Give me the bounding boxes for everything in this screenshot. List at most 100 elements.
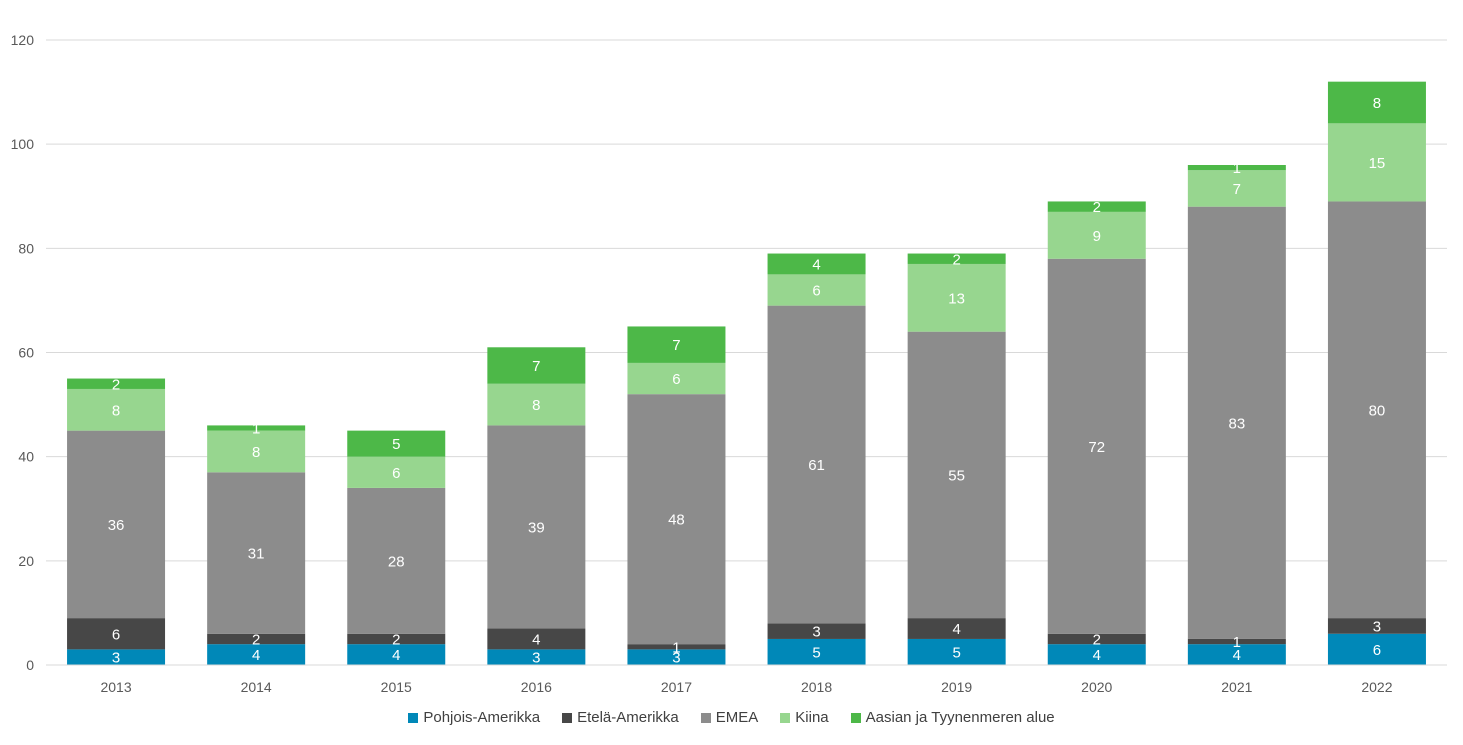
bar-segment (347, 644, 446, 665)
legend-swatch (562, 712, 573, 723)
y-tick-label: 0 (26, 657, 34, 673)
bar-segment (487, 425, 586, 629)
y-tick-label: 40 (18, 449, 34, 465)
x-tick-label: 2021 (1221, 679, 1252, 695)
x-tick-label: 2013 (100, 679, 131, 695)
data-label: 28 (388, 553, 405, 570)
bar-segment (907, 263, 1006, 332)
bar-segment (1047, 644, 1146, 665)
bar-segment (207, 472, 306, 634)
data-label: 8 (112, 402, 120, 419)
legend-swatch (850, 712, 861, 723)
x-tick-label: 2017 (661, 679, 692, 695)
bar-segment (207, 430, 306, 473)
data-label: 7 (1233, 181, 1241, 198)
bar-segment (767, 253, 866, 275)
bar-segment (1187, 644, 1286, 665)
data-label: 83 (1229, 415, 1246, 432)
data-label: 2 (252, 631, 260, 648)
legend-swatch (700, 712, 711, 723)
data-label: 36 (108, 517, 125, 534)
bar-segment (347, 633, 446, 645)
bar-segment (487, 649, 586, 665)
legend-item: Aasian ja Tyynenmeren alue (850, 709, 1055, 726)
data-label: 8 (1373, 95, 1381, 112)
bar-segment (67, 430, 166, 619)
legend-label: Aasian ja Tyynenmeren alue (865, 709, 1055, 726)
data-label: 1 (252, 421, 260, 438)
data-label: 4 (952, 621, 960, 638)
bar-segment (1047, 211, 1146, 259)
data-label: 8 (532, 397, 540, 414)
data-label: 4 (252, 647, 260, 664)
data-label: 72 (1088, 439, 1105, 456)
x-axis: 2013 2014 2015 2016 2017 2018 2019 2020 2021 2022 (46, 664, 1447, 695)
data-label: 48 (668, 512, 685, 529)
bar-segment (767, 305, 866, 624)
data-label: 6 (112, 626, 120, 643)
bar-segment (907, 253, 1006, 264)
legend-label: Etelä-Amerikka (577, 709, 679, 726)
data-label: 4 (1093, 647, 1101, 664)
bar-segment (1047, 258, 1146, 634)
legend-label: EMEA (715, 709, 759, 726)
data-label: 2 (112, 376, 120, 393)
data-label: 3 (672, 650, 680, 667)
data-label: 39 (528, 519, 545, 536)
data-label: 1 (1233, 634, 1241, 651)
data-label: 31 (248, 546, 265, 563)
bar-segment (67, 649, 166, 665)
data-label: 3 (112, 650, 120, 667)
bar-segment (487, 347, 586, 384)
legend-swatch (408, 712, 419, 723)
legend-label: Kiina (795, 709, 829, 726)
bar-segment (1327, 633, 1426, 665)
data-label: 6 (392, 465, 400, 482)
legend-label: Pohjois-Amerikka (423, 709, 541, 726)
bar-segment (487, 383, 586, 426)
data-label: 7 (672, 337, 680, 354)
legend-item: Kiina (780, 709, 829, 726)
data-label: 2 (952, 251, 960, 268)
bar-segment (907, 638, 1006, 665)
bar-segment (1047, 633, 1146, 645)
data-label: 3 (532, 650, 540, 667)
legend-item: EMEA (700, 709, 759, 726)
data-label: 5 (392, 436, 400, 453)
bar-segment (627, 362, 726, 395)
data-label: 2 (1093, 199, 1101, 216)
bar-segment (1327, 123, 1426, 202)
data-label: 5 (952, 644, 960, 661)
data-label: 4 (532, 631, 540, 648)
data-label: 5 (812, 644, 820, 661)
data-label: 80 (1369, 402, 1386, 419)
x-tick-label: 2014 (241, 679, 272, 695)
data-label: 6 (1373, 642, 1381, 659)
x-tick-label: 2022 (1361, 679, 1392, 695)
data-label: 7 (532, 358, 540, 375)
bar-segment (207, 644, 306, 665)
bar-segment (347, 487, 446, 634)
bar-segment (1187, 206, 1286, 639)
bar-segment (207, 633, 306, 645)
data-label: 1 (1233, 160, 1241, 177)
bar-segment (627, 649, 726, 665)
bar-segment (347, 456, 446, 488)
x-tick-label: 2020 (1081, 679, 1112, 695)
x-tick-label: 2019 (941, 679, 972, 695)
bar-segment (487, 628, 586, 650)
data-label: 6 (672, 371, 680, 388)
data-label: 4 (392, 647, 400, 664)
bar-segment (67, 378, 166, 389)
bar-segment (1187, 638, 1286, 645)
data-label: 8 (252, 444, 260, 461)
y-tick-label: 80 (18, 240, 34, 256)
x-tick-label: 2016 (521, 679, 552, 695)
data-label: 4 (812, 256, 820, 273)
x-tick-label: 2015 (381, 679, 412, 695)
data-label: 4 (1233, 647, 1241, 664)
data-label: 3 (812, 624, 820, 641)
bar-segment (1327, 618, 1426, 634)
data-label: 3 (1373, 618, 1381, 635)
